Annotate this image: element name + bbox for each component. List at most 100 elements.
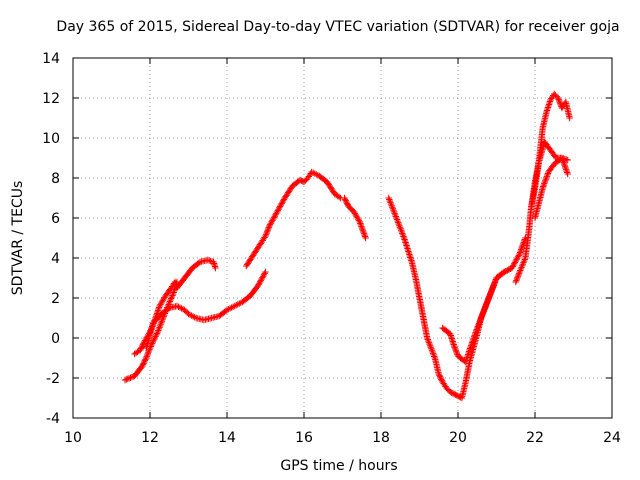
y-axis-ticks: -4 -2 0 2 4 6 8 10 12 14 bbox=[42, 51, 612, 427]
data-point bbox=[471, 332, 478, 339]
data-point bbox=[154, 308, 161, 316]
data-points bbox=[121, 90, 573, 402]
data-point bbox=[482, 303, 489, 310]
y-tick-label: 14 bbox=[42, 51, 60, 67]
y-tick-label: -4 bbox=[46, 411, 60, 427]
data-point bbox=[273, 208, 281, 216]
data-point bbox=[397, 225, 404, 232]
data-point bbox=[266, 222, 273, 230]
data-point bbox=[234, 301, 241, 308]
x-tick-label: 16 bbox=[295, 430, 313, 446]
data-point bbox=[154, 307, 162, 314]
data-point bbox=[236, 300, 243, 307]
data-point bbox=[143, 353, 150, 360]
data-point bbox=[452, 345, 459, 353]
data-point bbox=[151, 336, 158, 343]
data-point bbox=[255, 281, 262, 288]
data-point bbox=[361, 233, 369, 240]
data-point bbox=[393, 214, 400, 222]
data-point bbox=[263, 228, 271, 235]
data-point bbox=[467, 343, 474, 351]
data-point bbox=[520, 259, 527, 266]
data-point bbox=[259, 274, 266, 281]
data-point bbox=[279, 199, 286, 206]
data-point bbox=[273, 210, 280, 217]
data-point bbox=[561, 162, 568, 169]
data-point bbox=[492, 277, 499, 285]
data-point bbox=[362, 234, 369, 242]
data-point bbox=[169, 292, 176, 299]
data-point bbox=[310, 169, 317, 176]
data-point bbox=[468, 339, 476, 346]
data-point bbox=[511, 259, 519, 266]
data-point bbox=[520, 257, 528, 265]
data-point bbox=[428, 345, 435, 352]
data-point bbox=[385, 194, 392, 202]
data-point bbox=[485, 294, 493, 301]
data-point bbox=[342, 197, 349, 204]
data-point bbox=[151, 334, 159, 342]
data-point bbox=[357, 221, 365, 229]
data-point bbox=[157, 321, 164, 328]
data-point bbox=[335, 193, 343, 201]
data-point bbox=[474, 323, 482, 330]
data-point bbox=[150, 320, 157, 327]
data-point bbox=[155, 327, 162, 334]
data-point bbox=[265, 224, 272, 231]
data-point bbox=[225, 306, 232, 313]
data-point bbox=[502, 268, 509, 275]
data-point bbox=[518, 264, 525, 271]
y-tick-label: 12 bbox=[42, 91, 60, 107]
data-point bbox=[233, 302, 240, 309]
data-point bbox=[272, 211, 279, 218]
data-point bbox=[263, 229, 270, 237]
data-point bbox=[389, 205, 397, 212]
data-point bbox=[360, 228, 367, 236]
y-tick-label: 6 bbox=[51, 211, 60, 227]
data-point bbox=[142, 354, 150, 362]
data-point bbox=[168, 293, 176, 301]
data-point bbox=[127, 374, 134, 381]
data-point bbox=[394, 219, 402, 226]
data-point bbox=[358, 224, 366, 232]
data-point bbox=[153, 331, 160, 339]
data-point bbox=[267, 220, 275, 227]
series-track-9 bbox=[527, 90, 573, 212]
data-point bbox=[479, 310, 486, 318]
data-point bbox=[484, 298, 491, 306]
data-point bbox=[476, 318, 483, 326]
data-point bbox=[158, 319, 165, 326]
data-point bbox=[397, 227, 405, 234]
x-axis-label: GPS time / hours bbox=[280, 458, 397, 474]
data-point bbox=[475, 320, 483, 327]
data-point bbox=[185, 310, 192, 318]
data-point bbox=[393, 216, 401, 223]
data-point bbox=[428, 347, 436, 354]
data-point bbox=[151, 317, 158, 324]
data-point bbox=[262, 232, 269, 240]
data-point bbox=[518, 262, 526, 269]
data-point bbox=[387, 199, 394, 206]
data-point bbox=[564, 170, 571, 178]
data-point bbox=[485, 295, 492, 302]
data-point bbox=[152, 333, 159, 340]
data-point bbox=[153, 310, 161, 317]
x-tick-label: 24 bbox=[603, 430, 621, 446]
data-point bbox=[514, 273, 522, 280]
data-point bbox=[469, 336, 477, 343]
data-point bbox=[259, 273, 267, 280]
data-point bbox=[392, 213, 400, 220]
data-point bbox=[167, 295, 175, 302]
y-tick-label: 10 bbox=[42, 131, 60, 147]
data-point bbox=[399, 230, 406, 237]
data-point bbox=[474, 324, 481, 332]
data-point bbox=[125, 375, 133, 382]
data-point bbox=[386, 197, 394, 205]
data-point bbox=[268, 218, 275, 225]
data-point bbox=[257, 277, 265, 284]
data-point bbox=[517, 247, 524, 255]
series-track-3 bbox=[142, 256, 219, 352]
series-track-4 bbox=[243, 168, 344, 270]
data-point bbox=[426, 342, 434, 349]
data-point bbox=[400, 233, 407, 240]
